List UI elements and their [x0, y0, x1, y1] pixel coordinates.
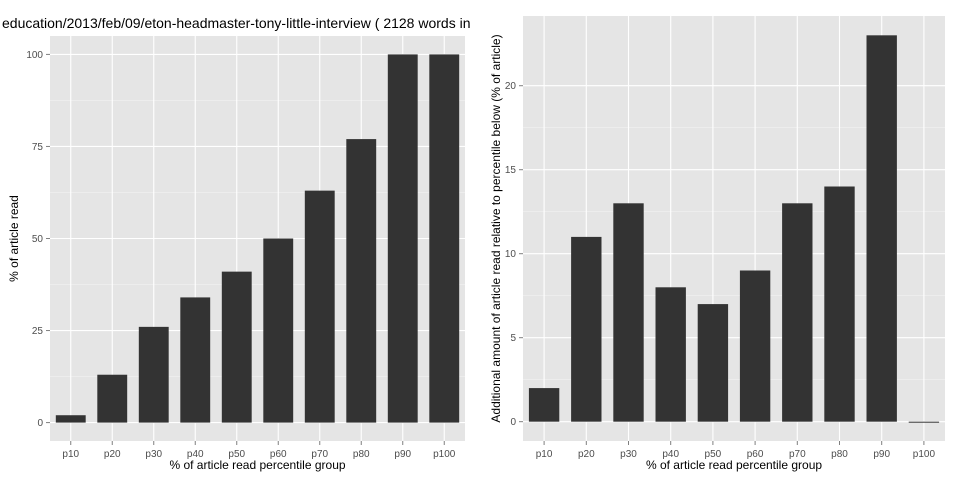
y-tick-label: 20 [505, 81, 517, 92]
chart-title: education/2013/feb/09/eton-headmaster-to… [2, 15, 471, 31]
x-tick-label: p60 [747, 449, 764, 460]
bar-p40 [655, 287, 686, 422]
bar-p90 [866, 35, 897, 422]
bar-p60 [263, 238, 294, 423]
y-axis-label: % of article read [7, 195, 21, 282]
bar-p10 [528, 388, 560, 422]
x-tick-label: p50 [705, 449, 722, 460]
y-tick-label: 75 [32, 142, 44, 153]
y-axis-label: Additional amount of article read relati… [489, 34, 503, 422]
bar-p50 [697, 304, 729, 422]
x-tick-label: p100 [433, 449, 456, 460]
chart-panel-2: 0 5 10 15 20 p10 p20 p30 p40 p50 p60 p70 p80 p90 p100%… [489, 16, 945, 472]
bar-p100 [908, 421, 940, 423]
x-tick-label: p20 [104, 449, 121, 460]
x-tick-label: p100 [913, 449, 936, 460]
bar-p20 [571, 236, 602, 422]
bar-p20 [97, 374, 128, 423]
x-tick-label: p10 [62, 449, 79, 460]
bar-p80 [824, 186, 855, 422]
x-tick-label: p60 [270, 449, 287, 460]
x-tick-label: p20 [578, 449, 595, 460]
y-tick-label: 0 [37, 418, 43, 429]
x-axis-label: % of article read percentile group [646, 458, 822, 472]
y-tick-label: 10 [505, 249, 517, 260]
bar-p70 [304, 190, 335, 423]
x-tick-label: p50 [228, 449, 245, 460]
x-tick-label: p80 [353, 449, 370, 460]
x-tick-label: p40 [662, 449, 679, 460]
bar-p10 [55, 415, 86, 423]
x-tick-label: p90 [394, 449, 411, 460]
x-axis-label: % of article read percentile group [169, 458, 345, 472]
bar-p40 [180, 297, 211, 423]
x-tick-label: p10 [536, 449, 553, 460]
bar-p80 [346, 139, 377, 423]
bar-p100 [429, 54, 460, 423]
bar-p30 [613, 203, 644, 422]
y-tick-label: 100 [26, 50, 43, 61]
bar-p70 [782, 203, 813, 422]
y-tick-label: 50 [32, 234, 44, 245]
x-tick-label: p40 [187, 449, 204, 460]
bar-p50 [221, 271, 252, 423]
bar-p90 [387, 54, 418, 423]
bar-p30 [138, 326, 169, 423]
chart-panel-1: 0 25 50 75 100 p10 p20 p30 p40 p50 p60 p70 p80 p90 p10… [7, 36, 465, 472]
x-tick-label: p90 [873, 449, 890, 460]
x-tick-label: p30 [145, 449, 162, 460]
y-tick-label: 0 [510, 417, 516, 428]
x-tick-label: p30 [620, 449, 637, 460]
bar-p60 [739, 270, 771, 422]
y-tick-label: 5 [510, 333, 516, 344]
y-tick-label: 15 [505, 165, 517, 176]
x-tick-label: p80 [831, 449, 848, 460]
x-tick-label: p70 [789, 449, 806, 460]
y-tick-label: 25 [32, 326, 44, 337]
x-tick-label: p70 [311, 449, 328, 460]
